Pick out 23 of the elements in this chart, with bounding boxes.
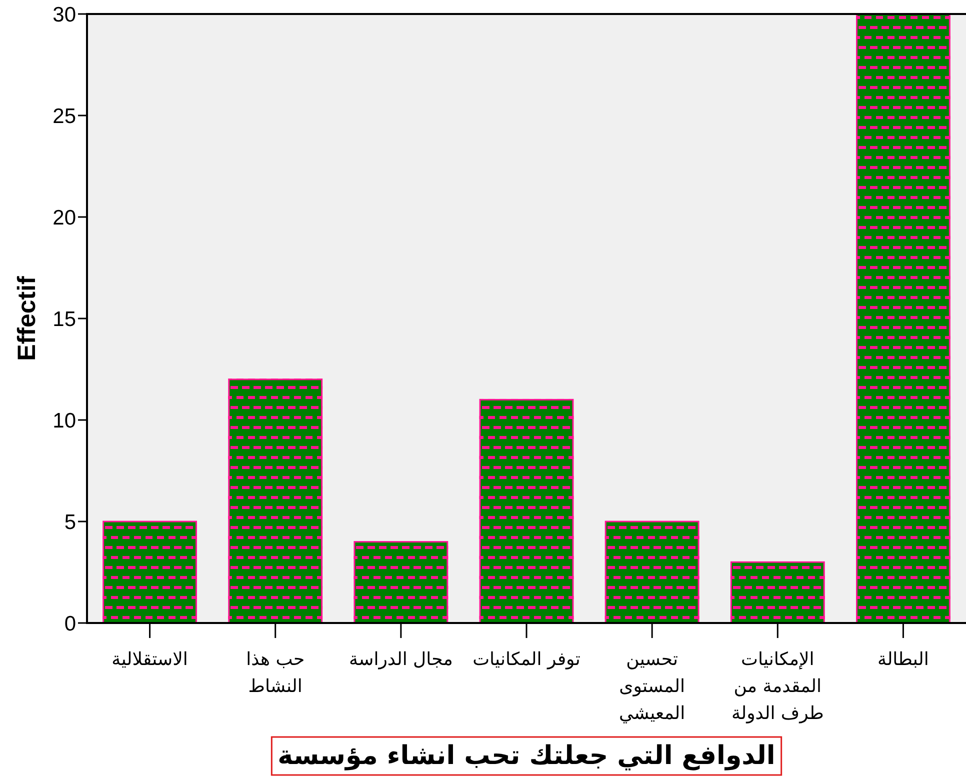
x-tick-label: مجال الدراسة <box>348 649 453 670</box>
bar <box>604 520 700 624</box>
x-tick-label: الاستقلالية <box>112 649 188 670</box>
y-tick-label: 5 <box>64 511 76 534</box>
x-tick-label: تحسين المستوى المعيشي <box>619 649 686 724</box>
x-tick-label: حب هذا النشاط <box>246 649 305 697</box>
y-axis-title: Effectif <box>13 275 41 361</box>
y-tick-label: 0 <box>64 612 76 636</box>
x-tick-label: توفر المكانيات <box>472 649 580 670</box>
y-tick-label: 25 <box>52 105 76 128</box>
y-tick-label: 10 <box>52 410 76 433</box>
bar <box>354 541 448 624</box>
y-tick-label: 20 <box>52 206 76 230</box>
y-tick-label: 30 <box>52 4 76 27</box>
y-tick-label: 15 <box>52 308 76 332</box>
bar <box>102 520 197 624</box>
bar <box>730 561 825 624</box>
bar <box>228 378 323 624</box>
x-tick-label: الإمكانيات المقدمة من طرف الدولة <box>731 649 824 724</box>
bar <box>479 398 574 624</box>
bar <box>856 13 950 624</box>
x-tick-label: البطالة <box>878 649 929 670</box>
x-axis-title: الدوافع التي جعلتك تحب انشاء مؤسسة <box>278 741 776 771</box>
